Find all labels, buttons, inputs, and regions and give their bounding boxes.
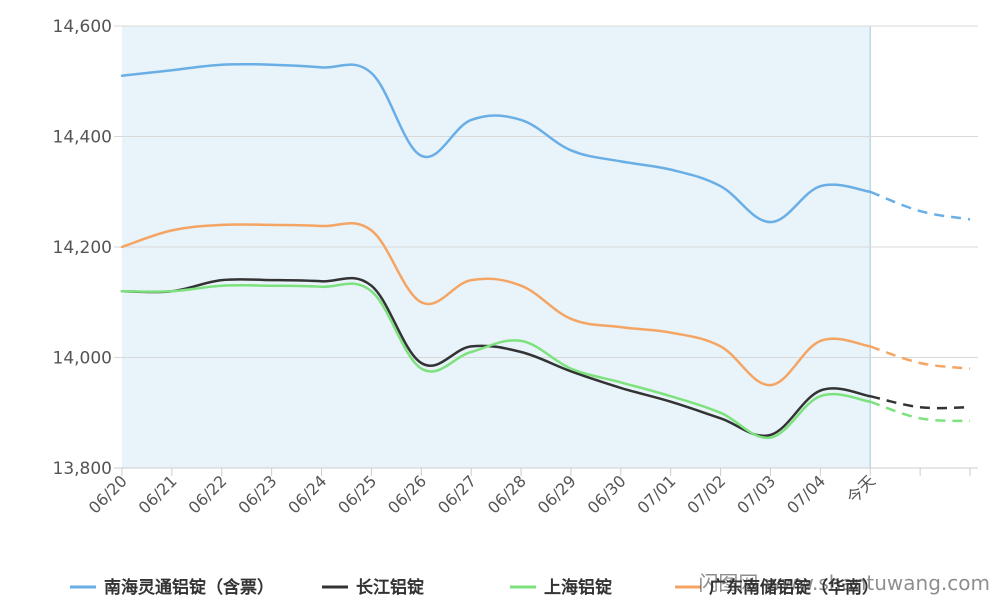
- y-tick-label: 14,000: [53, 349, 112, 369]
- series-lines: [120, 62, 971, 439]
- y-tick-label: 14,400: [53, 128, 112, 148]
- x-tick-label: 06/24: [284, 471, 330, 517]
- x-tick-label: 06/29: [534, 471, 580, 517]
- x-tick-label: 06/21: [135, 471, 181, 517]
- series-forecast-line: [869, 190, 971, 221]
- x-tick-label: 06/23: [234, 471, 280, 517]
- series-forecast-line: [869, 345, 971, 370]
- series-line: [120, 222, 872, 387]
- y-tick-label: 13,800: [53, 459, 112, 479]
- y-tick-label: 14,600: [53, 17, 112, 37]
- series-forecast-line: [869, 400, 971, 423]
- legend: 南海灵通铝锭（含票） 长江铝锭 上海铝锭 广东南储铝锭（华南）: [70, 577, 879, 598]
- x-tick-label: 06/22: [185, 471, 231, 517]
- series-line: [120, 282, 872, 439]
- series-line: [120, 62, 872, 224]
- x-tick-label: 07/01: [633, 471, 679, 517]
- x-tick-label: 06/28: [484, 471, 530, 517]
- site-watermark: 闪图网 www.shantuwang.com: [698, 571, 990, 595]
- x-tick-label: 06/26: [384, 471, 430, 517]
- y-tick-label: 14,200: [53, 238, 112, 258]
- legend-label: 南海灵通铝锭（含票）: [104, 577, 274, 598]
- legend-label: 广东南储铝锭（华南）: [709, 577, 879, 598]
- x-tick-label: 今天: [843, 471, 879, 507]
- x-tick-label: 06/27: [434, 471, 480, 517]
- y-axis: 14,600 14,400 14,200 14,000 13,800: [53, 17, 112, 479]
- x-tick-label: 07/03: [733, 471, 779, 517]
- x-axis: 06/20 06/21 06/22 06/23 06/24 06/25 06/26 06/27…: [85, 467, 978, 517]
- x-tick-label: 06/30: [584, 471, 630, 517]
- x-tick-label: 06/25: [334, 471, 380, 517]
- legend-label: 长江铝锭: [356, 577, 424, 598]
- legend-label: 上海铝锭: [544, 577, 612, 598]
- series-forecast-line: [869, 394, 971, 410]
- x-tick-label: 07/02: [683, 471, 729, 517]
- x-tick-label: 07/04: [783, 471, 829, 517]
